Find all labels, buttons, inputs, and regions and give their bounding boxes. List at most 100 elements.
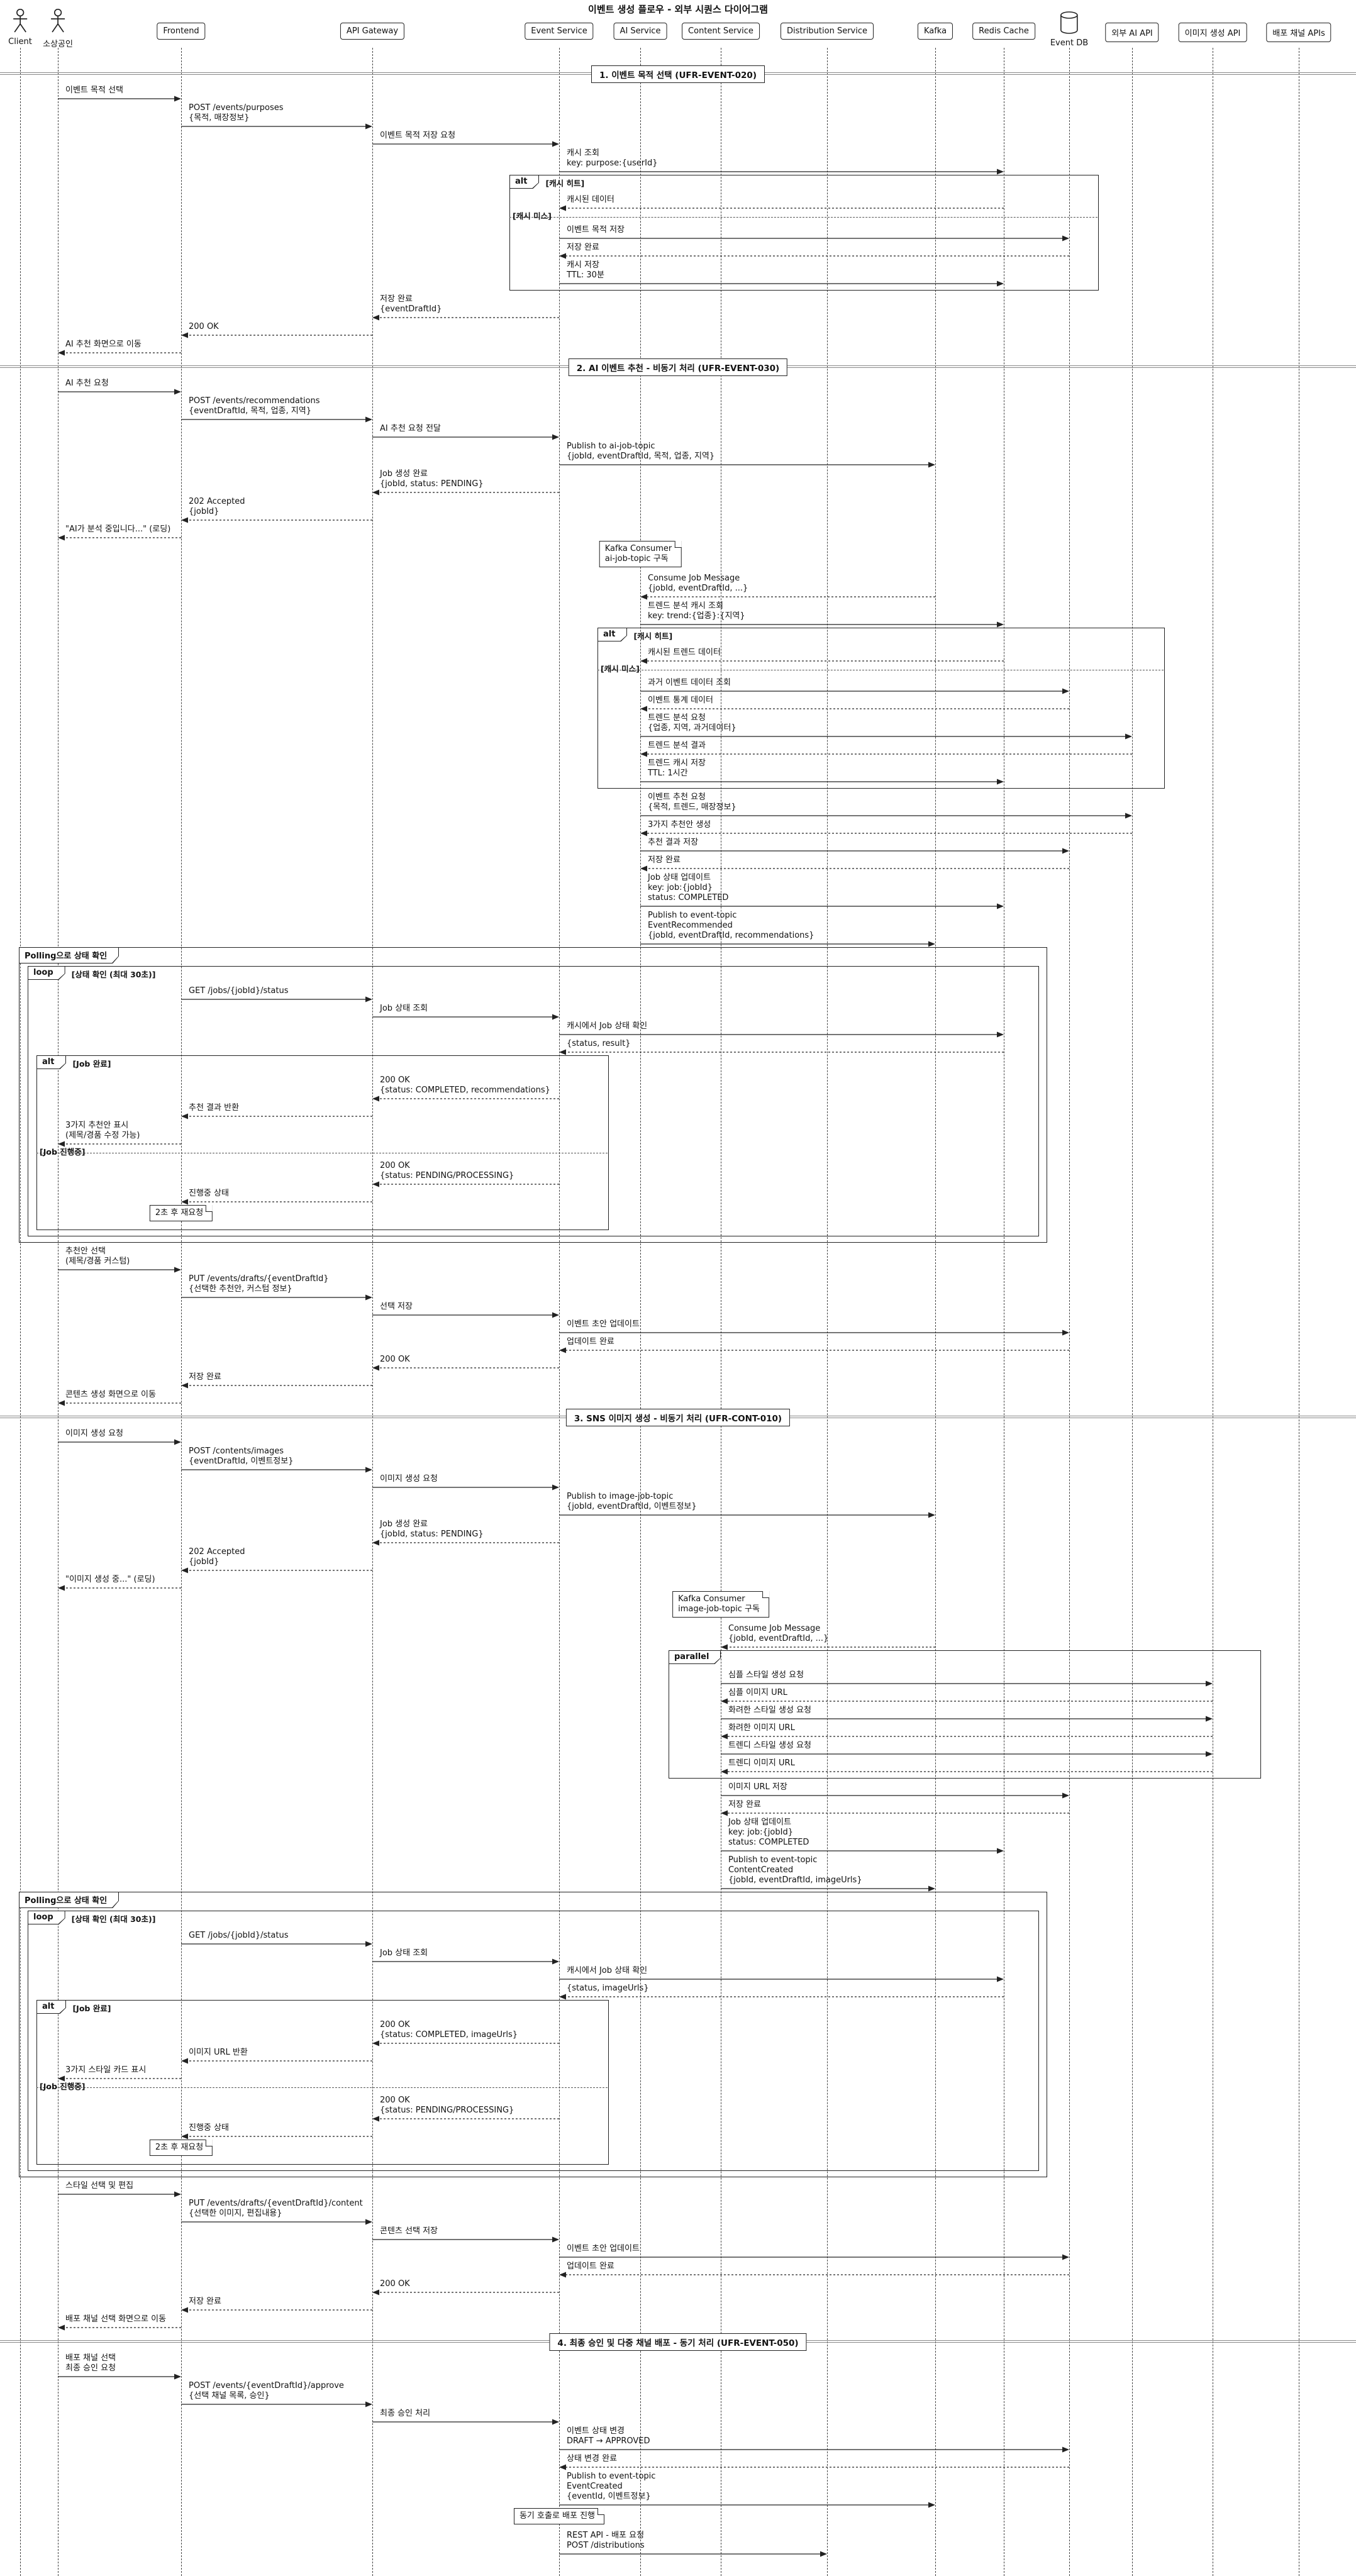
- message-label: GET /jobs/{jobId}/status: [189, 1931, 288, 1941]
- message-label: PUT /events/drafts/{eventDraftId}/conten…: [189, 2199, 363, 2219]
- message-line: 저장 완료: [567, 243, 599, 252]
- section-divider-label: 2. AI 이벤트 추천 - 비동기 처리 (UFR-EVENT-030): [568, 358, 788, 376]
- message-line: TTL: 1시간: [648, 769, 688, 778]
- message-line: TTL: 30분: [567, 270, 604, 280]
- participant-label: Event DB: [1050, 38, 1089, 48]
- message-line: 200 OK: [380, 2020, 410, 2029]
- participant-extai: 외부 AI API: [1105, 23, 1159, 42]
- message-line: {선택 채널 목록, 승인}: [189, 2391, 270, 2401]
- frame-loop: [28, 1911, 1039, 2171]
- message-line: 트렌드 분석 캐시 조회: [648, 601, 724, 611]
- message-label: 이벤트 상태 변경 DRAFT → APPROVED: [567, 2426, 650, 2446]
- frame-kind-label: alt: [37, 1056, 65, 1069]
- message-line: 200 OK: [380, 2279, 410, 2289]
- message-line: POST /contents/images: [189, 1446, 284, 1456]
- frame-loop: [28, 966, 1039, 1236]
- message-label: 심플 이미지 URL: [728, 1688, 787, 1698]
- frame-tab: Polling으로 상태 확인: [19, 947, 119, 963]
- message-label: Publish to ai-job-topic {jobId, eventDraf…: [567, 441, 714, 462]
- message-line: 캐시 조회: [567, 148, 599, 158]
- message-line: Job 생성 완료: [380, 1519, 428, 1529]
- message-label: Job 생성 완료 {jobId, status: PENDING}: [380, 469, 484, 489]
- message-label: 202 Accepted {jobId}: [189, 497, 245, 517]
- message-label: 저장 완료: [728, 1800, 761, 1810]
- message-line: {status: PENDING/PROCESSING}: [380, 1171, 514, 1180]
- frame-tab: Polling으로 상태 확인: [19, 1892, 119, 1908]
- message-label: 저장 완료: [189, 1372, 221, 1382]
- message-line: {목적, 매장정보}: [189, 113, 250, 123]
- message-label: 최종 승인 처리: [380, 2409, 430, 2419]
- frame-guard: [캐시 히트]: [633, 631, 673, 641]
- message-line: 202 Accepted: [189, 497, 245, 506]
- lifeline-client: [20, 48, 21, 2576]
- message-label: 200 OK {status: COMPLETED, imageUrls}: [380, 2020, 518, 2040]
- message-line: 상태 변경 완료: [567, 2454, 618, 2463]
- participant-label: Frontend: [163, 26, 199, 36]
- message-line: 이미지 생성 요청: [380, 1474, 438, 1484]
- message-label: 이벤트 추천 요청 {목적, 트렌드, 매장정보}: [648, 792, 736, 813]
- frame-kind-label: alt: [598, 628, 626, 641]
- message-label: 트렌드 분석 캐시 조회 key: trend:{업종}:{지역}: [648, 601, 745, 621]
- participant-content: Content Service: [682, 23, 760, 40]
- message-line: 최종 승인 요청: [65, 2363, 116, 2373]
- note: Kafka Consumer image-job-topic 구독: [672, 1591, 769, 1618]
- message-line: EventRecommended: [648, 921, 733, 930]
- message-label: 이벤트 초안 업데이트: [567, 2244, 640, 2254]
- participant-client: Client: [8, 8, 32, 47]
- message-label: "이미지 생성 중..." (로딩): [65, 1575, 155, 1585]
- message-line: 캐시에서 Job 상태 확인: [567, 1966, 648, 1975]
- message-line: 이벤트 초안 업데이트: [567, 1319, 640, 1329]
- frame-tab: parallel: [669, 1650, 721, 1664]
- message-line: Job 상태 조회: [380, 1004, 428, 1013]
- message-label: Job 상태 조회: [380, 1948, 428, 1958]
- message-line: Job 생성 완료: [380, 469, 428, 479]
- message-line: 이벤트 목적 선택: [65, 86, 123, 95]
- message-label: Publish to event-topic ContentCreated {job…: [728, 1855, 862, 1885]
- message-label: 3가지 스타일 카드 표시: [65, 2065, 146, 2075]
- message-label: Job 생성 완료 {jobId, status: PENDING}: [380, 1519, 484, 1540]
- frame-else-guard: [캐시 미스]: [513, 211, 552, 221]
- message-label: 콘텐츠 생성 화면으로 이동: [65, 1390, 156, 1400]
- message-label: AI 추천 화면으로 이동: [65, 340, 142, 350]
- message-line: 심플 이미지 URL: [728, 1688, 787, 1697]
- message-label: 이미지 URL 저장: [728, 1782, 787, 1792]
- section-divider-label: 1. 이벤트 목적 선택 (UFR-EVENT-020): [591, 65, 765, 83]
- frame-kind-label: alt: [510, 175, 538, 188]
- message-line: {선택한 추천안, 커스텀 정보}: [189, 1284, 292, 1294]
- message-label: AI 추천 요청: [65, 379, 109, 389]
- message-label: 3가지 추천안 생성: [648, 820, 711, 830]
- message-line: key: job:{jobId}: [728, 1828, 793, 1837]
- message-line: {목적, 트렌드, 매장정보}: [648, 802, 736, 812]
- message-label: 배포 채널 선택 화면으로 이동: [65, 2314, 166, 2324]
- message-line: 캐시된 트렌드 데이터: [648, 648, 721, 657]
- note-line: Kafka Consumer: [604, 544, 672, 553]
- message-line: Publish to ai-job-topic: [567, 441, 655, 451]
- message-label: 트렌드 분석 결과: [648, 741, 706, 751]
- message-label: 심플 스타일 생성 요청: [728, 1670, 804, 1680]
- participant-label: Redis Cache: [979, 26, 1029, 36]
- message-label: 이벤트 목적 저장 요청: [380, 131, 455, 141]
- participant-label: Client: [8, 37, 32, 47]
- message-label: 업데이트 완료: [567, 2262, 614, 2272]
- message-line: {eventDraftId, 이벤트정보}: [189, 1457, 294, 1466]
- message-line: Job 상태 조회: [380, 1948, 428, 1958]
- message-line: 200 OK: [380, 1355, 410, 1364]
- message-label: 캐시에서 Job 상태 확인: [567, 1966, 647, 1976]
- message-line: AI 추천 요청: [65, 379, 109, 388]
- frame-else-guard: [Job 진행중]: [40, 1147, 86, 1157]
- message-line: {jobId}: [189, 1557, 220, 1567]
- message-label: 트렌드 캐시 저장 TTL: 1시간: [648, 758, 706, 779]
- message-label: 캐시된 데이터: [567, 195, 614, 205]
- frame-guard: [Job 완료]: [72, 2004, 111, 2013]
- note-line: image-job-topic 구독: [678, 1604, 760, 1614]
- database-icon: [1060, 11, 1078, 34]
- message-line: 업데이트 완료: [567, 1337, 614, 1346]
- message-label: REST API - 배포 요청 POST /distributions: [567, 2531, 645, 2551]
- frame-guard: [Job 완료]: [72, 1059, 111, 1069]
- message-line: 저장 완료: [380, 294, 413, 304]
- message-label: 상태 변경 완료: [567, 2454, 617, 2464]
- participant-db: Event DB: [1050, 10, 1088, 48]
- message-label: 200 OK: [380, 1355, 410, 1365]
- note-line: 동기 호출로 배포 진행: [519, 2511, 596, 2521]
- message-label: 추천안 선택 (제목/경품 커스텀): [65, 1246, 130, 1267]
